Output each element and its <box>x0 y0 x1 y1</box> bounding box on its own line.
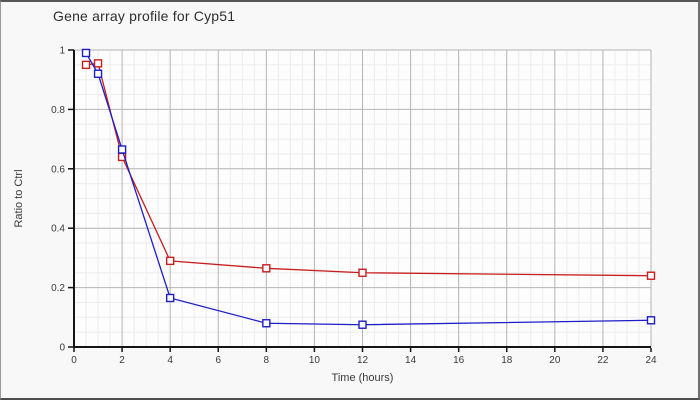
series-blue-marker <box>262 319 271 328</box>
x-axis-tick-label: 20 <box>549 355 561 366</box>
y-axis-tick-label: 0.8 <box>51 105 65 116</box>
series-red-marker <box>358 268 367 277</box>
series-blue-marker <box>646 316 656 325</box>
series-red-marker <box>165 256 175 266</box>
series-red-marker <box>93 59 103 68</box>
series-red-marker <box>646 271 656 280</box>
series-blue-marker <box>117 145 127 154</box>
y-axis-title: Ratio to Ctrl <box>13 169 25 227</box>
x-axis-tick-label: 4 <box>167 355 173 366</box>
y-axis-tick-label: 1 <box>59 46 65 57</box>
x-axis-title: Time (hours) <box>332 372 394 384</box>
x-axis-tick-label: 12 <box>357 355 369 366</box>
x-axis-tick-label: 10 <box>309 355 321 366</box>
x-axis-tick-label: 8 <box>264 355 270 366</box>
y-axis-tick-label: 0.4 <box>51 224 65 235</box>
x-axis-tick-label: 18 <box>501 355 513 366</box>
chart-title: Gene array profile for Cyp51 <box>53 8 236 24</box>
x-axis-tick-label: 0 <box>71 355 77 366</box>
y-axis-tick-label: 0 <box>59 343 65 354</box>
y-axis-tick-label: 0.6 <box>51 164 65 175</box>
series-blue-marker <box>358 320 367 329</box>
series-blue-marker <box>165 293 175 303</box>
x-axis-tick-label: 2 <box>119 355 125 366</box>
series-blue-marker <box>81 48 91 58</box>
x-axis-tick-label: 14 <box>405 355 417 366</box>
x-axis-tick-label: 16 <box>453 355 465 366</box>
x-axis-tick-label: 6 <box>215 355 221 366</box>
series-blue-marker <box>93 69 103 78</box>
series-red-marker <box>81 60 91 70</box>
y-axis-tick-label: 0.2 <box>51 283 65 294</box>
x-axis-tick-label: 24 <box>645 355 657 366</box>
x-axis-tick-label: 22 <box>597 355 609 366</box>
series-red-marker <box>262 264 271 273</box>
